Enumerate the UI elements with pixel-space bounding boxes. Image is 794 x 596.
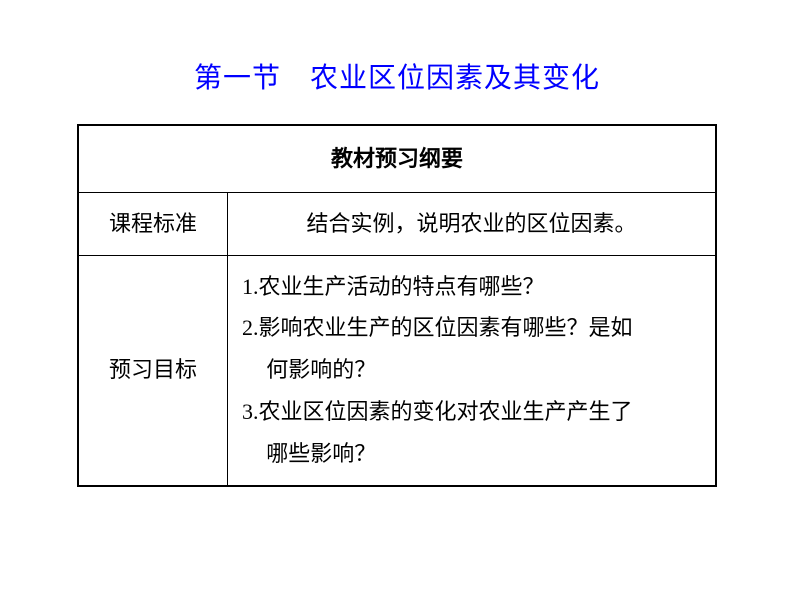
- outline-table: 教材预习纲要 课程标准 结合实例，说明农业的区位因素。 预习目标 1.农业生产活…: [77, 124, 717, 487]
- list-item: 3.农业区位因素的变化对农业生产产生了: [242, 391, 701, 433]
- table-header: 教材预习纲要: [78, 125, 716, 192]
- row-content-standard: 结合实例，说明农业的区位因素。: [228, 192, 717, 255]
- row-content-preview: 1.农业生产活动的特点有哪些？ 2.影响农业生产的区位因素有哪些？是如 何影响的…: [228, 255, 717, 485]
- list-item: 哪些影响？: [242, 433, 701, 475]
- row-label-standard: 课程标准: [78, 192, 228, 255]
- row-label-preview: 预习目标: [78, 255, 228, 485]
- list-item: 1.农业生产活动的特点有哪些？: [242, 266, 701, 308]
- list-item: 何影响的？: [242, 349, 701, 391]
- page-title: 第一节 农业区位因素及其变化: [0, 0, 794, 124]
- table-row: 课程标准 结合实例，说明农业的区位因素。: [78, 192, 716, 255]
- table-row: 预习目标 1.农业生产活动的特点有哪些？ 2.影响农业生产的区位因素有哪些？是如…: [78, 255, 716, 485]
- list-item: 2.影响农业生产的区位因素有哪些？是如: [242, 307, 701, 349]
